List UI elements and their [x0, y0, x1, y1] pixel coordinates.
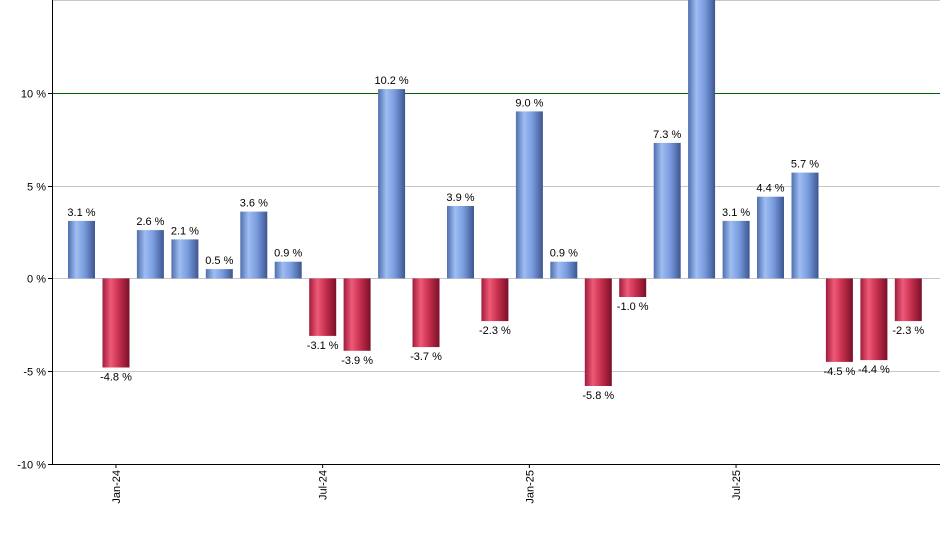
bar-dec-25: [894, 278, 922, 322]
y-tick-label: 0 %: [27, 274, 46, 286]
data-label: 3.9 %: [446, 192, 474, 204]
data-label: -1.0 %: [617, 301, 649, 313]
bar-dec-24: [481, 278, 509, 322]
bar-jan-24: [102, 278, 130, 368]
bar-apr-25: [619, 278, 647, 297]
data-label: 0.9 %: [274, 248, 302, 260]
bar-jan-25: [515, 111, 543, 279]
x-tick-label: Jan-25: [524, 470, 536, 504]
bar-aug-25: [757, 196, 784, 279]
bar-may-25: [653, 142, 681, 279]
y-tick-label: -5 %: [23, 367, 46, 379]
data-label: -2.3 %: [892, 325, 924, 337]
data-label: -5.8 %: [582, 390, 614, 402]
y-tick-label: -10 %: [17, 460, 46, 472]
data-label: 3.6 %: [240, 198, 268, 210]
bar-mar-25: [584, 278, 612, 386]
data-label: -3.1 %: [307, 340, 339, 352]
bar-sep-25: [791, 172, 819, 279]
data-label: 5.7 %: [791, 159, 819, 171]
data-labels: 3.1 % -4.8 % 2.6 % 2.1 % 0.5 % 3.6 % 0.9 % -3.1…: [67, 75, 924, 402]
data-label: -4.8 %: [100, 372, 132, 384]
x-tick-label: Jul-25: [731, 470, 743, 500]
data-label: 4.4 %: [756, 183, 784, 195]
data-label: -3.7 %: [410, 351, 442, 363]
bar-jun-25: [688, 0, 716, 279]
bar-feb-25: [550, 261, 578, 279]
data-label: 9.0 %: [515, 97, 543, 109]
bar-aug-24: [343, 278, 371, 351]
data-label: 3.1 %: [67, 207, 95, 219]
bar-sep-24: [378, 89, 406, 279]
bar-dec-23: [68, 220, 95, 279]
data-label: -2.3 %: [479, 325, 511, 337]
axes: 10 % 5 % 0 % -5 % -10 % Jan-24 Jul-24 Jan-25 Jul…: [17, 0, 940, 504]
y-tick-label: 10 %: [21, 89, 46, 101]
x-tick-label: Jul-24: [318, 470, 330, 500]
x-tick-label: Jan-24: [111, 470, 123, 504]
y-tick-label: 5 %: [27, 182, 46, 194]
bar-nov-25: [860, 278, 888, 361]
data-label: -4.4 %: [858, 364, 890, 376]
bar-oct-24: [412, 278, 440, 348]
data-label: 3.1 %: [722, 207, 750, 219]
bar-may-24: [240, 211, 268, 279]
data-label: 7.3 %: [653, 129, 681, 141]
data-label: 2.1 %: [171, 225, 199, 237]
data-label: 2.6 %: [136, 216, 164, 228]
data-label: 0.5 %: [205, 255, 233, 267]
bar-feb-24: [136, 230, 164, 279]
data-label: 10.2 %: [374, 75, 408, 87]
data-label: 0.9 %: [550, 248, 578, 260]
bar-mar-24: [171, 239, 199, 279]
bar-nov-24: [447, 206, 474, 279]
bar-oct-25: [825, 278, 853, 362]
data-label: -4.5 %: [824, 366, 856, 378]
data-label: -3.9 %: [341, 355, 373, 367]
bars: [68, 0, 922, 386]
bar-jun-24: [274, 261, 302, 279]
bar-apr-24: [205, 269, 233, 279]
bar-jul-25: [722, 220, 750, 279]
bar-jul-24: [309, 278, 337, 336]
